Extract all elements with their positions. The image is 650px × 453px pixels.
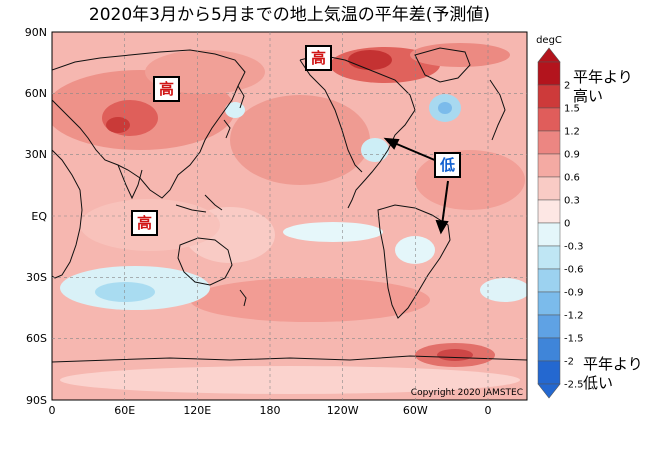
colorbar-level-label: -0.9 <box>564 288 584 299</box>
x-tick-label: 60E <box>114 404 135 417</box>
map-title: 2020年3月から5月までの地上気温の平年差(予測値) <box>88 5 491 25</box>
colorbar-level-label: 0.6 <box>564 173 580 184</box>
x-tick-label: 120W <box>327 404 359 417</box>
colorbar-level-label: 2 <box>564 81 570 92</box>
colorbar-level-label: 1.5 <box>564 104 580 115</box>
arrow-head-icon <box>435 219 449 235</box>
colorbar-swatch <box>537 360 561 385</box>
y-tick-label: 30N <box>25 148 47 161</box>
colorbar-unit: degC <box>536 35 562 46</box>
x-tick-label: 0 <box>49 404 56 417</box>
colorbar-level-label: -1.5 <box>564 334 584 345</box>
colorbar-level-label: -0.6 <box>564 265 584 276</box>
low-note: 平年より 低い <box>583 355 643 393</box>
low-pointer-arrows <box>383 137 449 235</box>
high-label-arctic: 高 <box>305 45 333 71</box>
y-tick-label: EQ <box>31 210 47 223</box>
x-axis-ticks: 0 60E 120E 180 120W 60W 0 <box>49 404 492 417</box>
copyright-text: Copyright 2020 JAMSTEC <box>411 388 523 398</box>
colorbar-swatch <box>537 268 561 293</box>
high-note-line1: 平年より <box>573 68 633 86</box>
colorbar-swatch <box>537 61 561 86</box>
colorbar-extend-high <box>537 47 561 63</box>
colorbar-swatch <box>537 153 561 178</box>
x-tick-label: 0 <box>485 404 492 417</box>
colorbar-level-label: -0.3 <box>564 242 584 253</box>
high-note: 平年より 高い <box>573 68 633 106</box>
y-tick-label: 60S <box>26 332 47 345</box>
colorbar-level-label: -2.5 <box>564 380 584 391</box>
colorbar-level-label: 0.3 <box>564 196 580 207</box>
high-label-indian-ocean: 高 <box>131 210 159 236</box>
colorbar-extend-low <box>537 383 561 399</box>
colorbar-swatch <box>537 176 561 201</box>
colorbar-level-label: 0.9 <box>564 150 580 161</box>
colorbar-swatch <box>537 222 561 247</box>
colorbar-swatch <box>537 314 561 339</box>
y-tick-label: 90S <box>26 394 47 407</box>
low-note-line1: 平年より <box>583 355 643 373</box>
colorbar-swatch <box>537 245 561 270</box>
high-note-line2: 高い <box>573 87 604 105</box>
x-tick-label: 180 <box>260 404 281 417</box>
colorbar-swatch <box>537 84 561 109</box>
high-label-eurasia: 高 <box>153 76 181 102</box>
colorbar-swatch <box>537 337 561 362</box>
low-label-americas: 低 <box>434 152 462 178</box>
colorbar-swatch <box>537 291 561 316</box>
y-tick-label: 30S <box>26 271 47 284</box>
coastlines <box>52 47 527 363</box>
colorbar-swatch <box>537 130 561 155</box>
colorbar-swatch <box>537 107 561 132</box>
colorbar-swatch <box>537 199 561 224</box>
arrow-head-icon <box>383 137 400 150</box>
colorbar-level-label: 0 <box>564 219 570 230</box>
y-tick-label: 90N <box>25 26 47 39</box>
y-tick-label: 60N <box>25 87 47 100</box>
colorbar-level-label: -1.2 <box>564 311 584 322</box>
y-axis-ticks: 90N 60N 30N EQ 30S 60S 90S <box>25 26 48 407</box>
low-note-line2: 低い <box>583 374 614 392</box>
x-tick-label: 120E <box>183 404 211 417</box>
colorbar: 2 1.5 1.2 0.9 0.6 0.3 0 -0.3 -0.6 -0.9 -1.2 -1.5 -2 -… <box>537 47 584 399</box>
colorbar-level-label: -2 <box>564 357 574 368</box>
colorbar-level-label: 1.2 <box>564 127 580 138</box>
x-tick-label: 60W <box>403 404 428 417</box>
arrow-to-north-america <box>391 141 438 162</box>
arrow-to-south-america <box>441 180 449 226</box>
